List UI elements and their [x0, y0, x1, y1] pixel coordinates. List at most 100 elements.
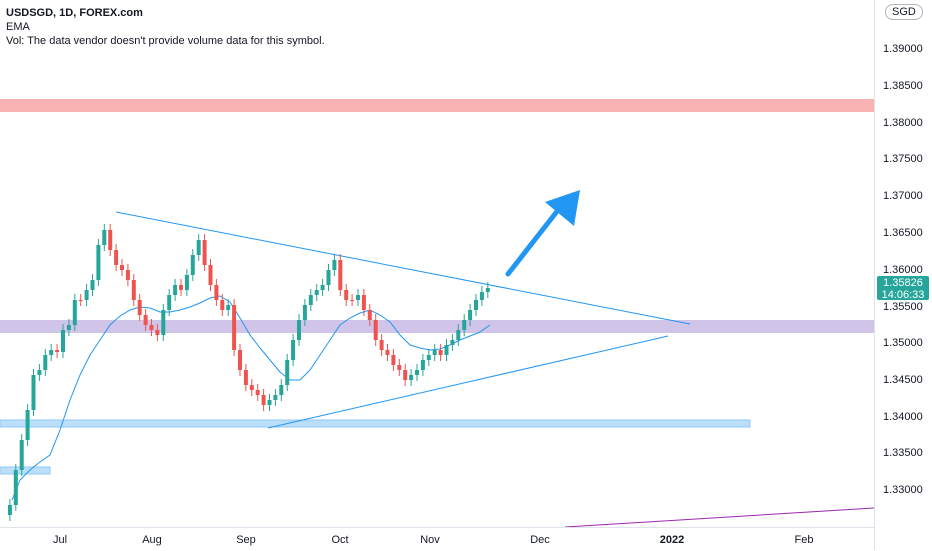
candle-up: [13, 470, 18, 505]
resistance-zone[interactable]: [0, 99, 874, 112]
time-axis[interactable]: Jul Aug Sep Oct Nov Dec 2022 Feb: [0, 527, 874, 551]
candle-up: [7, 505, 12, 515]
candle-down: [238, 350, 242, 370]
candle-down: [385, 350, 390, 355]
candle-down: [155, 330, 160, 335]
candle-down: [438, 350, 443, 355]
candle-down: [350, 300, 355, 301]
price-tick: 1.39000: [883, 43, 923, 55]
ema-label[interactable]: EMA: [6, 21, 30, 33]
candle-up: [285, 360, 290, 385]
candle-up: [66, 325, 71, 330]
price-tick: 1.35500: [883, 301, 923, 313]
price-tick: 1.37000: [883, 190, 923, 202]
candlestick-series: [7, 224, 490, 521]
mid-zone[interactable]: [0, 320, 874, 333]
candle-down: [125, 270, 130, 280]
candle-down: [149, 325, 154, 330]
chart-area[interactable]: USDSGD, 1D, FOREX.com EMA Vol: The data …: [0, 0, 874, 527]
lower-trendline[interactable]: [267, 335, 669, 429]
candle-down: [114, 250, 119, 265]
time-label: Feb: [794, 534, 814, 546]
candle-up: [420, 360, 425, 370]
support-zone[interactable]: [0, 419, 751, 428]
candle-up: [450, 340, 455, 345]
candle-down: [391, 355, 396, 365]
candle-up: [190, 255, 195, 275]
chart-canvas[interactable]: [0, 0, 874, 527]
candle-down: [261, 395, 266, 405]
time-label: Aug: [142, 534, 162, 546]
candle-up: [61, 330, 65, 352]
candle-up: [291, 340, 296, 360]
bullish-arrow[interactable]: [505, 190, 580, 277]
price-tick: 1.36000: [883, 264, 923, 276]
candle-up: [456, 330, 461, 340]
time-label: Dec: [530, 534, 550, 546]
diagonal-line[interactable]: [564, 507, 874, 527]
time-label: 2022: [659, 534, 685, 546]
time-label: Jul: [52, 534, 68, 546]
candle-up: [31, 375, 36, 410]
candle-up: [19, 440, 24, 470]
price-tick: 1.33000: [883, 484, 923, 496]
candle-up: [426, 355, 431, 360]
candle-up: [485, 288, 490, 292]
candle-up: [84, 290, 89, 300]
time-label: Nov: [420, 534, 440, 546]
candle-down: [379, 340, 384, 350]
candle-down: [249, 385, 254, 390]
time-label: Sep: [236, 534, 256, 546]
candle-down: [373, 320, 378, 340]
candle-up: [308, 295, 313, 305]
candle-up: [356, 295, 360, 300]
candle-up: [468, 310, 473, 320]
candle-down: [108, 230, 113, 250]
candle-up: [409, 375, 414, 380]
price-tick: 1.36500: [883, 227, 923, 239]
candle-up: [462, 320, 467, 330]
symbol-title[interactable]: USDSGD, 1D, FOREX.com: [6, 7, 143, 19]
price-axis[interactable]: SGD 1.39000 1.38500 1.38000 1.37500 1.37000 1…: [874, 0, 932, 550]
candle-up: [314, 290, 319, 295]
candle-down: [403, 370, 408, 380]
currency-badge[interactable]: SGD: [885, 4, 923, 20]
candle-down: [120, 265, 124, 270]
small-zone[interactable]: [0, 466, 51, 475]
candle-up: [326, 270, 331, 285]
candle-up: [161, 310, 166, 335]
candle-up: [297, 320, 301, 340]
time-label: Oct: [331, 534, 349, 546]
candle-down: [78, 300, 83, 301]
candle-up: [37, 370, 42, 375]
candle-down: [243, 370, 248, 385]
upper-trendline[interactable]: [115, 211, 691, 325]
candle-up: [415, 370, 419, 375]
price-tick: 1.33500: [883, 447, 923, 459]
ema-line: [11, 295, 491, 501]
candle-up: [96, 245, 101, 280]
candle-down: [55, 350, 60, 352]
price-tick: 1.35000: [883, 337, 923, 349]
candle-up: [332, 260, 337, 270]
current-price-badge: 1.35826 14:06:33: [877, 276, 929, 301]
candle-up: [72, 300, 77, 325]
volume-note: Vol: The data vendor doesn't provide vol…: [6, 35, 325, 47]
candle-up: [49, 350, 54, 355]
candle-up: [226, 305, 231, 310]
candle-down: [137, 300, 142, 315]
candle-down: [131, 280, 136, 300]
candle-up: [167, 295, 172, 310]
countdown-timer: 14:06:33: [881, 289, 925, 301]
candle-down: [338, 260, 343, 290]
chart-legend: USDSGD, 1D, FOREX.com EMA Vol: The data …: [6, 6, 325, 48]
candle-up: [302, 305, 307, 320]
candle-up: [102, 230, 107, 245]
candle-down: [344, 290, 349, 300]
candle-up: [267, 400, 272, 405]
candle-up: [479, 292, 484, 300]
current-price: 1.35826: [883, 277, 923, 289]
candle-down: [214, 285, 219, 300]
candle-down: [397, 365, 402, 370]
price-tick: 1.34000: [883, 411, 923, 423]
